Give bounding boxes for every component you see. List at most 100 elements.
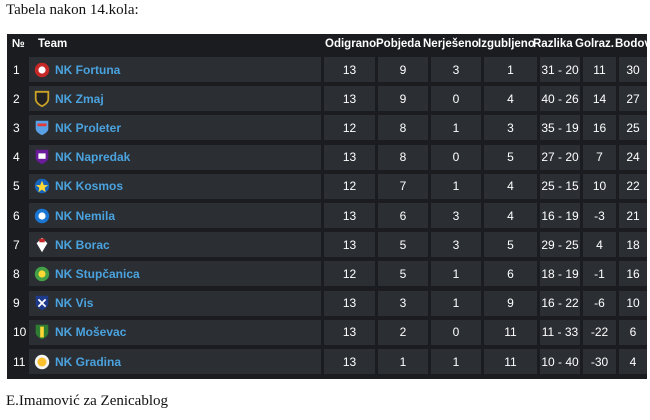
played-cell: 13	[324, 319, 375, 345]
team-link[interactable]: NK Kosmos	[55, 179, 124, 194]
rank-cell: 4	[13, 150, 20, 165]
goals-cell: 16 - 19	[540, 203, 580, 228]
team-link[interactable]: NK Vis	[55, 296, 94, 311]
wins-cell: 2	[378, 319, 428, 345]
points-cell: 27	[619, 86, 647, 112]
team-link[interactable]: NK Stupčanica	[55, 266, 140, 281]
diff-cell: -30	[583, 349, 616, 374]
diff-cell: -1	[583, 261, 616, 287]
played-cell: 12	[324, 261, 375, 287]
rank-cell: 6	[13, 208, 20, 223]
table-row: 5 NK Kosmos 12 7 1 4 25 - 15 10 22	[7, 173, 647, 200]
points-cell: 22	[619, 173, 647, 199]
draws-cell: 3	[431, 203, 481, 228]
goals-cell: 25 - 15	[540, 173, 580, 199]
zmaj-crest-icon	[33, 90, 51, 108]
draws-cell: 0	[431, 144, 481, 170]
header-draws: Nerješeno	[423, 38, 479, 50]
rank-cell: 2	[13, 91, 20, 106]
diff-cell: 4	[583, 232, 616, 258]
table-row: 2 NK Zmaj 13 9 0 4 40 - 26 14 27	[7, 85, 647, 112]
team-cell: NK Stupčanica	[29, 261, 321, 287]
losses-cell: 11	[484, 319, 537, 345]
losses-cell: 1	[484, 57, 537, 82]
nemila-crest-icon	[33, 207, 51, 225]
team-link[interactable]: NK Borac	[55, 237, 110, 252]
borac-crest-icon	[33, 236, 51, 254]
goals-cell: 27 - 20	[540, 144, 580, 170]
team-link[interactable]: NK Gradina	[55, 354, 122, 369]
rank-cell: 9	[13, 296, 20, 311]
wins-cell: 9	[378, 86, 428, 112]
draws-cell: 0	[431, 86, 481, 112]
team-cell: NK Gradina	[29, 349, 321, 374]
header-wins: Pobjeda	[376, 38, 421, 50]
played-cell: 13	[324, 144, 375, 170]
draws-cell: 1	[431, 261, 481, 287]
points-cell: 4	[619, 349, 647, 374]
kosmos-crest-icon	[33, 177, 51, 195]
team-link[interactable]: NK Fortuna	[55, 62, 121, 77]
team-cell: NK Moševac	[29, 319, 321, 345]
goals-cell: 10 - 40	[540, 349, 580, 374]
goals-cell: 16 - 22	[540, 290, 580, 316]
team-cell: NK Kosmos	[29, 173, 321, 199]
wins-cell: 9	[378, 57, 428, 82]
wins-cell: 7	[378, 173, 428, 199]
goals-cell: 11 - 33	[540, 319, 580, 345]
wins-cell: 5	[378, 232, 428, 258]
team-link[interactable]: NK Proleter	[55, 120, 122, 135]
wins-cell: 6	[378, 203, 428, 228]
goals-cell: 31 - 20	[540, 57, 580, 82]
team-cell: NK Borac	[29, 232, 321, 258]
draws-cell: 1	[431, 115, 481, 141]
team-cell: NK Zmaj	[29, 86, 321, 112]
table-row: 4 NK Napredak 13 8 0 5 27 - 20 7 24	[7, 144, 647, 171]
team-cell: NK Nemila	[29, 203, 321, 228]
team-cell: NK Fortuna	[29, 57, 321, 82]
fortuna-crest-icon	[33, 61, 51, 79]
table-row: 7 NK Borac 13 5 3 5 29 - 25 4 18	[7, 231, 647, 258]
losses-cell: 5	[484, 232, 537, 258]
header-losses: Izgubljeno	[478, 38, 535, 50]
played-cell: 13	[324, 290, 375, 316]
table-heading: Tabela nakon 14.kola:	[6, 2, 139, 18]
team-cell: NK Proleter	[29, 115, 321, 141]
losses-cell: 4	[484, 173, 537, 199]
diff-cell: -6	[583, 290, 616, 316]
team-link[interactable]: NK Moševac	[55, 325, 127, 340]
author-credit: E.Imamović za Zenicablog	[6, 393, 169, 409]
header-rank: №	[12, 38, 25, 50]
vis-crest-icon	[33, 294, 51, 312]
wins-cell: 8	[378, 144, 428, 170]
played-cell: 13	[324, 232, 375, 258]
losses-cell: 6	[484, 261, 537, 287]
team-link[interactable]: NK Nemila	[55, 208, 116, 223]
played-cell: 13	[324, 86, 375, 112]
diff-cell: 16	[583, 115, 616, 141]
losses-cell: 4	[484, 86, 537, 112]
draws-cell: 1	[431, 349, 481, 374]
played-cell: 13	[324, 203, 375, 228]
losses-cell: 11	[484, 349, 537, 374]
points-cell: 18	[619, 232, 647, 258]
team-link[interactable]: NK Napredak	[55, 150, 131, 165]
draws-cell: 3	[431, 57, 481, 82]
table-row: 10 NK Moševac 13 2 0 11 11 - 33 -22 6	[7, 319, 647, 346]
rank-cell: 10	[13, 325, 27, 340]
mosevac-crest-icon	[33, 323, 51, 341]
wins-cell: 3	[378, 290, 428, 316]
played-cell: 13	[324, 349, 375, 374]
table-row: 9 NK Vis 13 3 1 9 16 - 22 -6 10	[7, 290, 647, 317]
rank-cell: 5	[13, 179, 20, 194]
rank-cell: 11	[13, 354, 26, 369]
table-row: 1 NK Fortuna 13 9 3 1 31 - 20 11 30	[7, 56, 647, 83]
rank-cell: 8	[13, 266, 20, 281]
team-cell: NK Vis	[29, 290, 321, 316]
losses-cell: 4	[484, 203, 537, 228]
team-link[interactable]: NK Zmaj	[55, 91, 104, 106]
points-cell: 10	[619, 290, 647, 316]
header-team: Team	[38, 38, 68, 50]
wins-cell: 8	[378, 115, 428, 141]
header-diff: Golraz.	[575, 38, 614, 50]
